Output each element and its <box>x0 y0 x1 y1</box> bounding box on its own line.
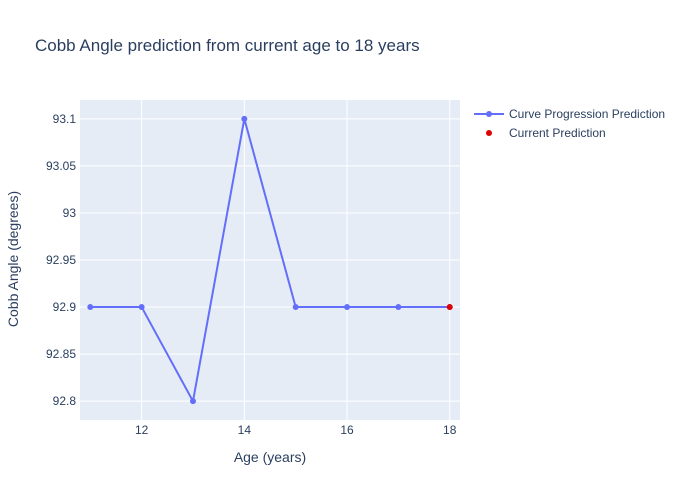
x-tick-label: 12 <box>135 423 149 437</box>
data-point <box>138 304 145 311</box>
legend[interactable]: Curve Progression Prediction Current Pred… <box>474 107 665 140</box>
series-layer <box>87 115 453 405</box>
data-point <box>87 304 94 311</box>
x-axis-title: Age (years) <box>234 449 306 465</box>
legend-label: Current Prediction <box>509 126 606 140</box>
series-line <box>90 117 450 403</box>
data-point <box>292 304 299 311</box>
data-point <box>446 304 453 311</box>
legend-marker-icon <box>486 111 492 117</box>
y-tick-label: 92.85 <box>46 347 76 361</box>
series-0 <box>87 115 453 405</box>
y-tick-label: 93.1 <box>53 112 77 126</box>
legend-label: Curve Progression Prediction <box>509 107 665 121</box>
series-1 <box>446 304 453 311</box>
data-point <box>241 115 248 122</box>
y-axis-title: Cobb Angle (degrees) <box>5 191 21 327</box>
x-axis-ticks: 12 14 16 18 <box>135 423 457 437</box>
y-tick-label: 93 <box>63 206 77 220</box>
y-tick-label: 92.95 <box>46 253 76 267</box>
y-tick-label: 92.9 <box>53 300 77 314</box>
data-point <box>395 304 402 311</box>
gridlines <box>80 100 460 420</box>
x-tick-label: 18 <box>443 423 457 437</box>
y-tick-label: 92.8 <box>53 394 77 408</box>
y-tick-label: 93.05 <box>46 159 76 173</box>
data-point <box>189 398 196 405</box>
chart-title: Cobb Angle prediction from current age t… <box>35 36 420 55</box>
data-point <box>344 304 351 311</box>
legend-item[interactable]: Curve Progression Prediction <box>474 107 665 121</box>
legend-marker-icon <box>486 130 492 136</box>
legend-item[interactable]: Current Prediction <box>486 126 606 140</box>
x-tick-label: 14 <box>238 423 252 437</box>
x-tick-label: 16 <box>340 423 354 437</box>
y-axis-ticks: 92.8 92.85 92.9 92.95 93 93.05 93.1 <box>46 112 76 408</box>
